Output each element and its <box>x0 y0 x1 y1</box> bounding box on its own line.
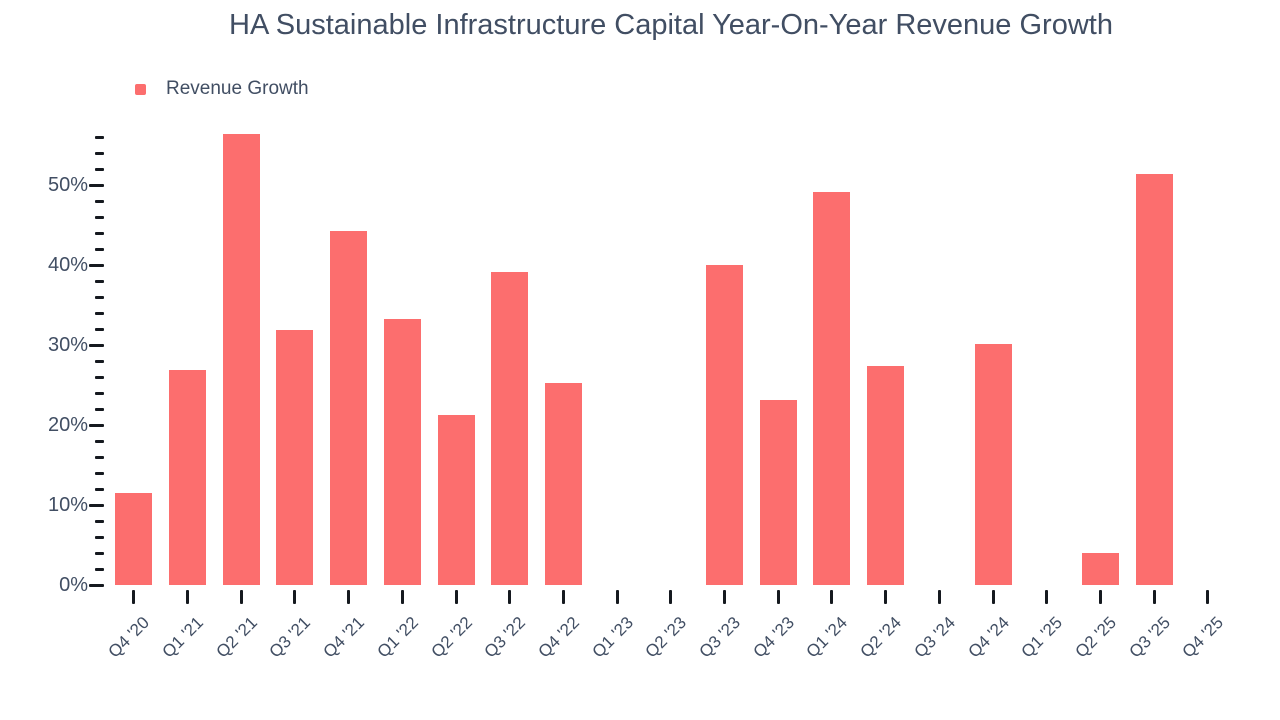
y-major-tick <box>89 263 104 267</box>
x-tick <box>561 590 565 604</box>
x-tick-label: Q3 '21 <box>265 613 315 662</box>
x-tick-label: Q2 '25 <box>1071 613 1120 662</box>
x-tick-label: Q3 '25 <box>1125 613 1174 662</box>
x-tick <box>1206 590 1210 604</box>
y-tick-label: 10% <box>47 494 88 516</box>
x-tick <box>937 590 941 604</box>
x-tick <box>400 590 404 604</box>
bar-q3-25 <box>1135 173 1173 585</box>
bar-q4-22 <box>544 383 582 585</box>
bar-q4-23 <box>759 400 797 585</box>
y-major-tick <box>89 423 104 427</box>
legend-label: Revenue Growth <box>166 78 309 99</box>
x-tick-label: Q3 '23 <box>695 613 744 662</box>
bar-q4-20 <box>115 493 153 585</box>
x-tick-label: Q4 '22 <box>534 613 583 662</box>
x-tick <box>347 590 351 604</box>
y-minor-tick <box>95 375 104 379</box>
bar-q2-21 <box>222 133 260 585</box>
y-minor-tick <box>95 151 104 155</box>
bar-q3-21 <box>276 329 314 585</box>
x-tick-label: Q4 '20 <box>104 613 154 662</box>
bar-q2-22 <box>437 415 475 585</box>
y-minor-tick <box>95 535 104 539</box>
x-tick <box>991 590 995 604</box>
x-tick-label: Q1 '25 <box>1017 613 1067 662</box>
x-tick <box>293 590 297 604</box>
x-tick <box>776 590 780 604</box>
y-minor-tick <box>95 135 104 139</box>
y-tick-label: 0% <box>59 574 88 596</box>
x-tick-label: Q4 '21 <box>319 613 369 662</box>
x-tick <box>454 590 458 604</box>
x-tick-label: Q3 '22 <box>480 613 530 662</box>
x-tick-label: Q4 '23 <box>749 613 798 662</box>
y-minor-tick <box>95 567 104 571</box>
bar-q1-24 <box>813 192 851 585</box>
bar-q2-24 <box>867 365 905 585</box>
legend-marker-icon <box>135 83 146 95</box>
bar-q4-21 <box>330 231 368 585</box>
y-minor-tick <box>95 279 104 283</box>
x-tick <box>884 590 888 604</box>
y-minor-tick <box>95 247 104 251</box>
x-tick <box>1152 590 1156 604</box>
x-tick-label: Q1 '24 <box>802 613 852 662</box>
y-minor-tick <box>95 551 104 555</box>
y-major-tick <box>89 183 104 187</box>
bar-q1-21 <box>169 369 207 585</box>
y-minor-tick <box>95 327 104 331</box>
x-tick <box>830 590 834 604</box>
y-minor-tick <box>95 487 104 491</box>
bar-q4-24 <box>974 344 1012 585</box>
y-minor-tick <box>95 519 104 523</box>
x-tick <box>1045 590 1049 604</box>
y-minor-tick <box>95 471 104 475</box>
bar-q2-25 <box>1081 553 1119 585</box>
x-tick <box>669 590 673 604</box>
x-tick <box>186 590 190 604</box>
x-tick-label: Q1 '21 <box>158 613 207 662</box>
y-minor-tick <box>95 199 104 203</box>
x-tick-label: Q2 '21 <box>212 613 261 662</box>
y-minor-tick <box>95 311 104 315</box>
x-tick-label: Q2 '23 <box>641 613 691 662</box>
y-major-tick <box>89 343 104 347</box>
y-tick-label: 20% <box>47 414 88 436</box>
y-minor-tick <box>95 167 104 171</box>
x-tick-label: Q2 '22 <box>427 613 476 662</box>
x-tick-label: Q4 '25 <box>1178 613 1228 662</box>
bar-q3-23 <box>706 265 744 585</box>
x-tick-label: Q2 '24 <box>856 613 906 662</box>
x-tick <box>615 590 619 604</box>
legend: Revenue Growth <box>135 78 309 100</box>
x-tick <box>132 590 136 604</box>
bar-q1-22 <box>383 319 421 585</box>
x-tick <box>723 590 727 604</box>
y-minor-tick <box>95 455 104 459</box>
x-tick <box>508 590 512 604</box>
x-tick-label: Q1 '22 <box>373 613 422 662</box>
x-tick-label: Q4 '24 <box>964 613 1013 662</box>
y-tick-label: 30% <box>47 334 88 356</box>
y-minor-tick <box>95 439 104 443</box>
x-tick-label: Q3 '24 <box>910 613 959 662</box>
y-minor-tick <box>95 215 104 219</box>
x-tick-label: Q1 '23 <box>588 613 637 662</box>
y-minor-tick <box>95 391 104 395</box>
y-minor-tick <box>95 359 104 363</box>
y-minor-tick <box>95 295 104 299</box>
x-tick <box>1098 590 1102 604</box>
y-tick-label: 40% <box>47 254 88 276</box>
chart-title: HA Sustainable Infrastructure Capital Ye… <box>229 9 1113 41</box>
bar-q3-22 <box>491 272 529 585</box>
y-major-tick <box>89 583 104 587</box>
x-tick <box>239 590 243 604</box>
y-tick-label: 50% <box>47 174 88 196</box>
y-major-tick <box>89 503 104 507</box>
y-minor-tick <box>95 407 104 411</box>
y-minor-tick <box>95 231 104 235</box>
